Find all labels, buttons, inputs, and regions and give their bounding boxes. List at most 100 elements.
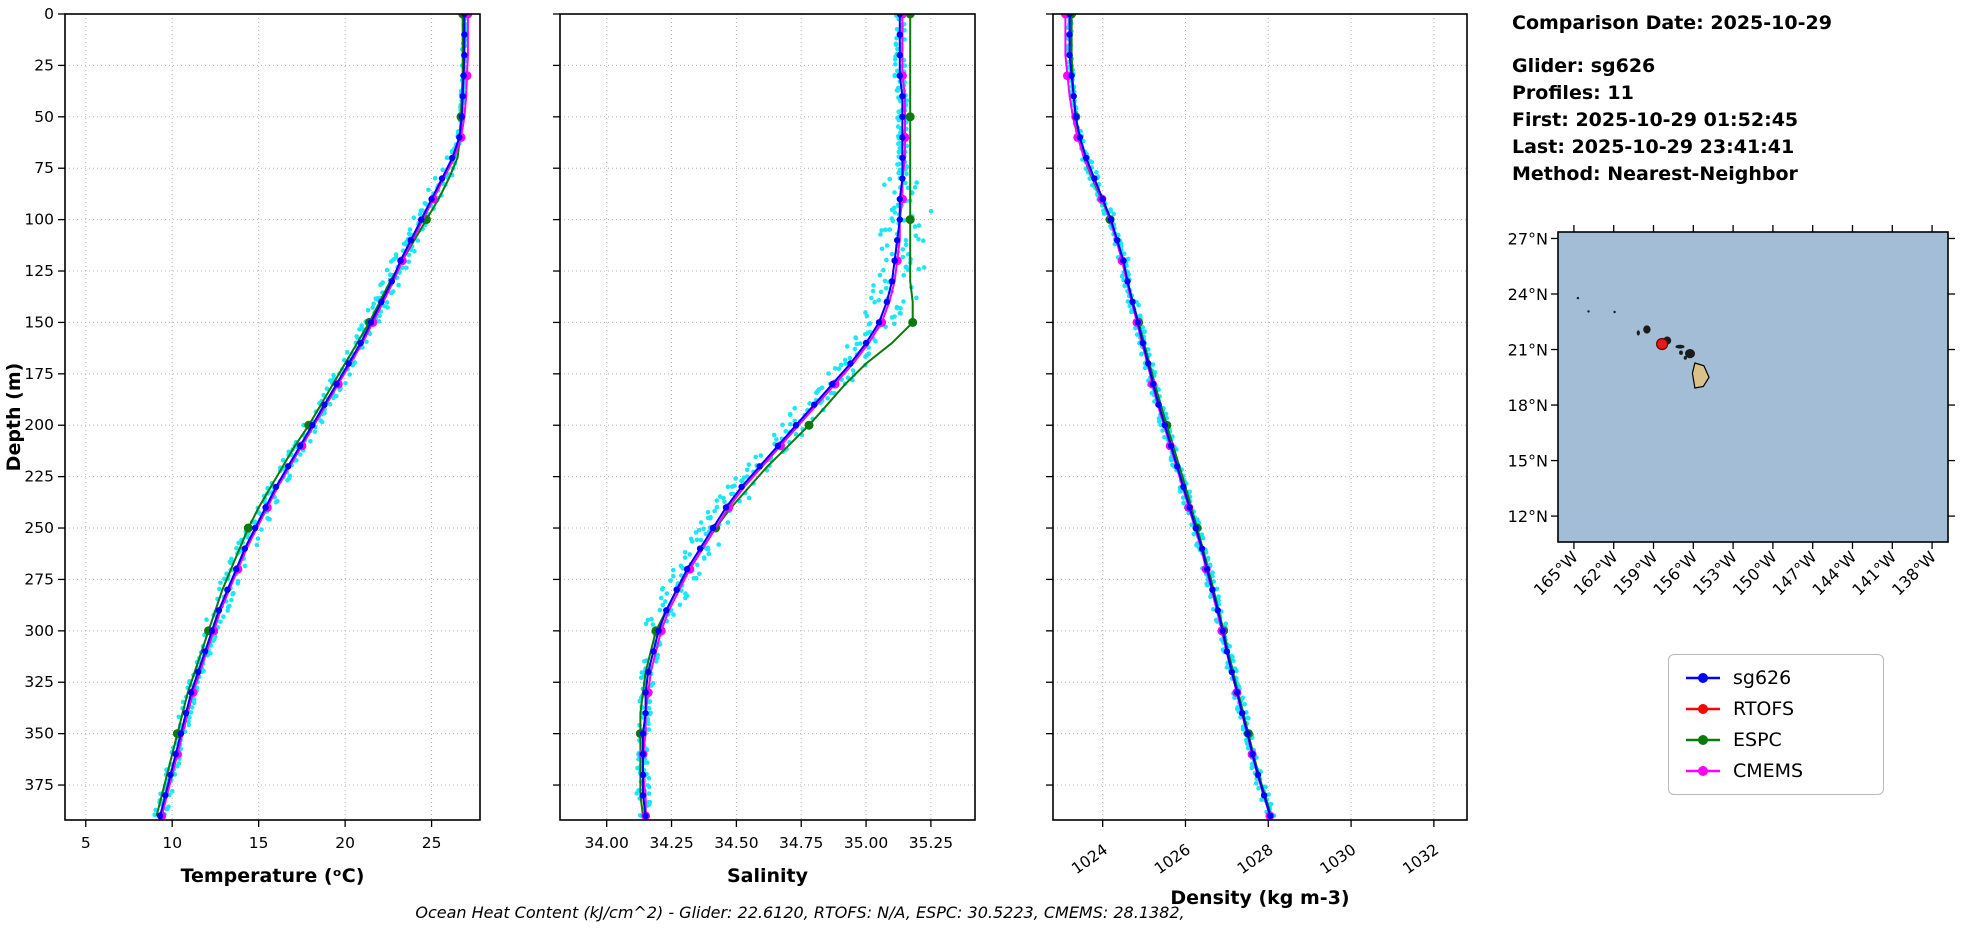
profile-plots: 5 10 15 20 250255075100125150175200225250275… <box>3 5 1468 909</box>
ytick-label: 75 <box>34 159 54 177</box>
xaxis-label-0: Temperature (ᵒC) <box>181 865 365 887</box>
scatter-glider-raw <box>1065 14 1277 818</box>
xtick-label: 35.25 <box>909 834 953 852</box>
legend: sg626 RTOFS ESPC CMEMS <box>1668 654 1884 795</box>
axes-frame-0 <box>64 13 481 821</box>
series-line-ESPC <box>1070 14 1273 817</box>
map-island-nw-islet-3 <box>1613 310 1616 314</box>
xtick-label: 1032 <box>1400 841 1443 878</box>
ytick-label: 200 <box>24 416 54 434</box>
map-island-hawaii <box>1691 362 1710 389</box>
axes-frame-1 <box>559 13 976 821</box>
ytick-label: 50 <box>34 108 54 126</box>
xtick-label: 34.00 <box>585 834 629 852</box>
ytick-label: 350 <box>24 725 54 743</box>
series-line-sg626 <box>1068 14 1272 817</box>
map-island-molokai <box>1675 344 1685 349</box>
legend-item-rtofs: RTOFS <box>1685 698 1867 720</box>
ytick-label: 375 <box>24 776 54 794</box>
xaxis-label-2: Density (kg m-3) <box>1170 887 1349 909</box>
info-comparison-date: Comparison Date: 2025-10-29 <box>1512 12 1832 34</box>
series-line-CMEMS <box>160 14 469 817</box>
map-lat-label: 12°N <box>1508 507 1548 526</box>
map-island-maui <box>1685 349 1695 359</box>
xtick-label: 5 <box>81 834 91 852</box>
plot-2: 1024 1026 1028 1030 1032 Density (kg m-3) <box>1046 13 1468 909</box>
plot-0: 5 10 15 20 250255075100125150175200225250275… <box>3 5 481 887</box>
legend-label: sg626 <box>1733 667 1792 689</box>
ytick-label: 325 <box>24 673 54 691</box>
ytick-label: 300 <box>24 622 54 640</box>
ytick-label: 125 <box>24 262 54 280</box>
series-line-CMEMS <box>642 14 906 816</box>
map-island-niihau <box>1636 330 1640 336</box>
series-markers-CMEMS <box>638 14 910 820</box>
legend-item-sg626: sg626 <box>1685 667 1867 689</box>
xtick-label: 25 <box>422 834 442 852</box>
series-line-sg626 <box>642 14 904 817</box>
series-line-ESPC <box>639 14 914 817</box>
legend-line-marker-icon <box>1686 735 1720 745</box>
yaxis-label: Depth (m) <box>3 363 25 472</box>
plot-area-1 <box>634 14 934 820</box>
legend-item-espc: ESPC <box>1685 729 1867 751</box>
series-markers-sg626 <box>639 14 906 820</box>
legend-line-marker-icon <box>1686 673 1720 683</box>
hawaii-map: 27°N24°N21°N18°N15°N12°N165°W162°W159°W1… <box>1508 225 1955 599</box>
plot-area-2 <box>1060 14 1277 820</box>
xtick-label: 20 <box>335 834 355 852</box>
ytick-label: 150 <box>24 313 54 331</box>
map-island-kauai <box>1643 325 1651 334</box>
info-profiles: Profiles: 11 <box>1512 82 1634 104</box>
legend-line-marker-icon <box>1686 766 1720 776</box>
legend-label: CMEMS <box>1733 760 1804 782</box>
map-lon-label: 138°W <box>1888 547 1940 599</box>
map-glider-marker <box>1656 337 1669 351</box>
info-glider: Glider: sg626 <box>1512 55 1656 77</box>
info-last: Last: 2025-10-29 23:41:41 <box>1512 136 1795 158</box>
ytick-label: 275 <box>24 570 54 588</box>
map-lat-label: 15°N <box>1508 452 1548 471</box>
plot-area-0 <box>152 14 473 820</box>
xtick-label: 34.25 <box>649 834 693 852</box>
series-line-ESPC <box>155 14 464 817</box>
scatter-glider-raw <box>634 14 934 820</box>
map-lat-label: 21°N <box>1508 341 1548 360</box>
map-lat-label: 27°N <box>1508 229 1548 248</box>
map-island-nw-islet-2 <box>1587 310 1590 313</box>
ytick-label: 0 <box>44 5 54 23</box>
series-markers-sg626 <box>1066 14 1274 820</box>
legend-label: ESPC <box>1733 729 1782 751</box>
info-panel: Comparison Date: 2025-10-29 Glider: sg62… <box>1512 10 1832 188</box>
xtick-label: 15 <box>249 834 269 852</box>
map-island-nw-islet-1 <box>1576 296 1580 300</box>
xtick-label: 10 <box>162 834 182 852</box>
xtick-label: 34.50 <box>714 834 758 852</box>
map-island-kahoolawe <box>1683 356 1687 360</box>
xaxis-label-1: Salinity <box>727 865 809 887</box>
map-ocean <box>1558 232 1948 542</box>
legend-label: RTOFS <box>1733 698 1795 720</box>
ytick-label: 175 <box>24 365 54 383</box>
ytick-label: 25 <box>34 56 54 74</box>
xtick-label: 1028 <box>1234 841 1277 878</box>
info-method: Method: Nearest-Neighbor <box>1512 163 1798 185</box>
map-frame <box>1557 231 1949 543</box>
series-markers-sg626 <box>156 14 468 820</box>
legend-item-cmems: CMEMS <box>1685 760 1867 782</box>
ohc-footer: Ocean Heat Content (kJ/cm^2) - Glider: 2… <box>415 903 1185 922</box>
xtick-label: 1030 <box>1317 841 1360 878</box>
axes-frame-2 <box>1052 13 1468 821</box>
ytick-label: 250 <box>24 519 54 537</box>
legend-line-marker-icon <box>1686 704 1720 714</box>
ytick-label: 225 <box>24 468 54 486</box>
plot-1: 34.00 34.25 34.50 34.75 35.00 35.25 Salinity <box>553 13 976 887</box>
xtick-label: 1026 <box>1151 841 1194 878</box>
ytick-label: 100 <box>24 211 54 229</box>
xtick-label: 34.75 <box>779 834 823 852</box>
info-spacer <box>1512 37 1832 53</box>
map-island-lanai <box>1679 350 1683 355</box>
scatter-glider-raw <box>152 14 469 817</box>
xtick-label: 1024 <box>1068 841 1111 878</box>
